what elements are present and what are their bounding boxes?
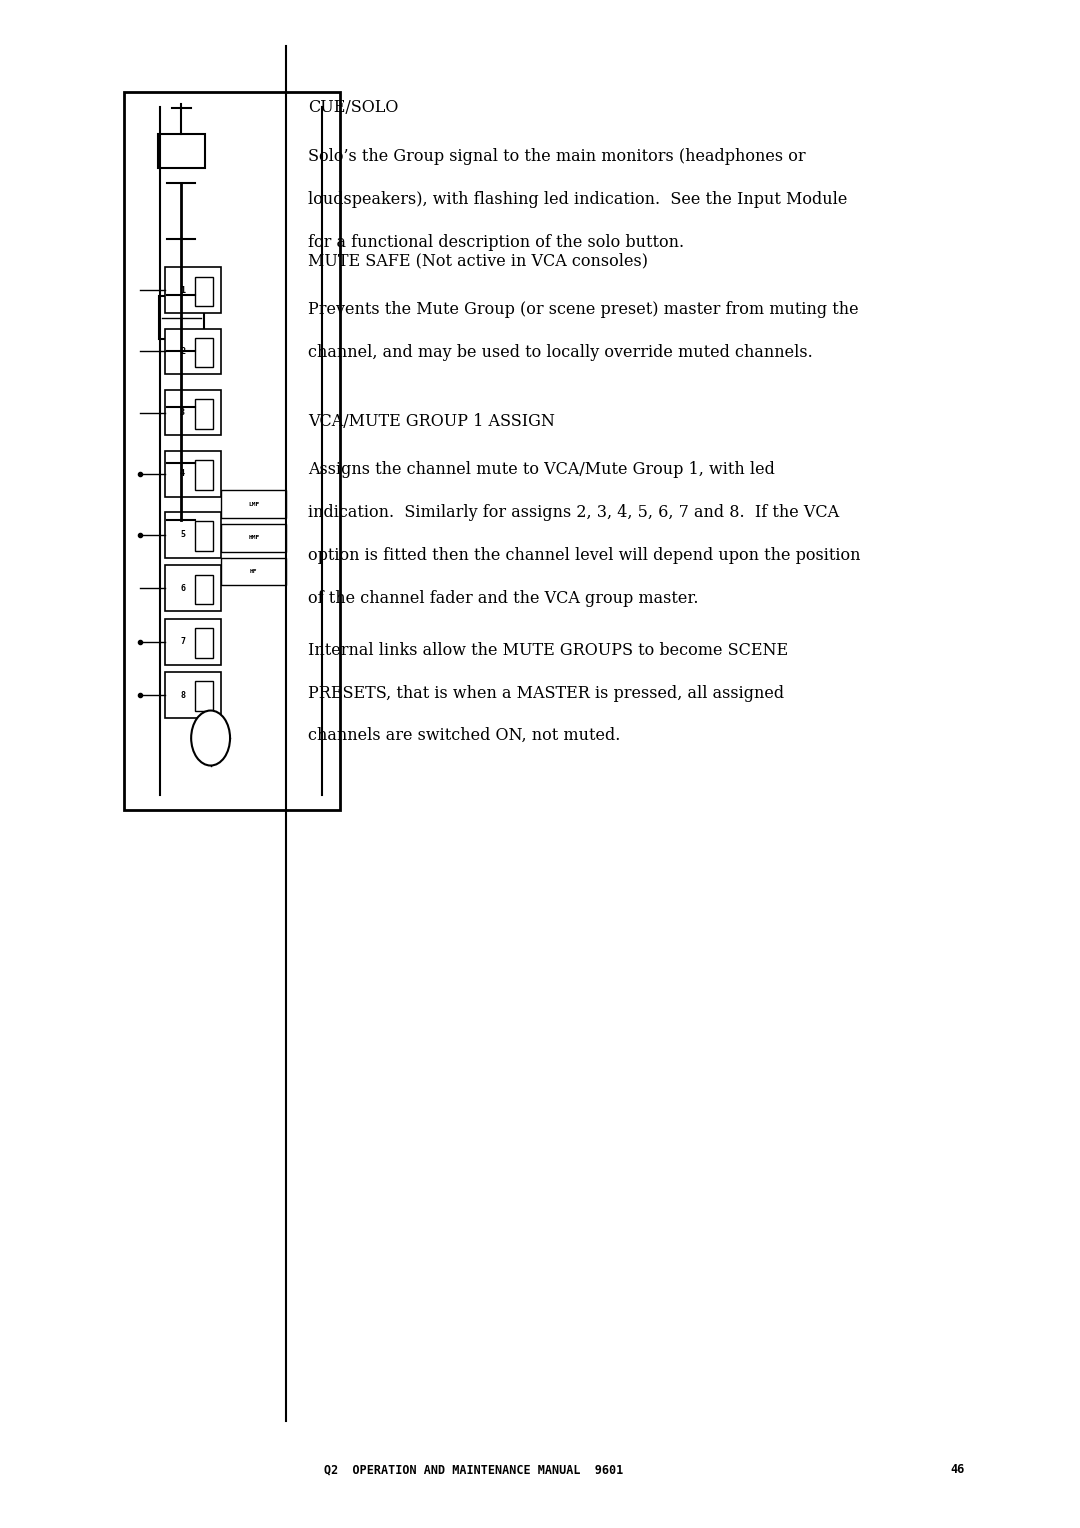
Text: LMF: LMF	[248, 501, 259, 507]
Bar	[158, 134, 205, 168]
Text: 1: 1	[180, 286, 185, 295]
Bar	[195, 681, 213, 712]
Bar	[165, 329, 221, 374]
Bar	[165, 672, 221, 718]
Text: indication.  Similarly for assigns 2, 3, 4, 5, 6, 7 and 8.  If the VCA: indication. Similarly for assigns 2, 3, …	[308, 504, 839, 521]
Text: Internal links allow the MUTE GROUPS to become SCENE: Internal links allow the MUTE GROUPS to …	[308, 642, 788, 659]
Bar	[195, 575, 213, 605]
Text: PRESETS, that is when a MASTER is pressed, all assigned: PRESETS, that is when a MASTER is presse…	[308, 685, 784, 701]
Bar	[195, 521, 213, 552]
Bar	[165, 565, 221, 611]
Text: 7: 7	[180, 637, 185, 646]
Bar	[165, 390, 221, 435]
Text: of the channel fader and the VCA group master.: of the channel fader and the VCA group m…	[308, 590, 699, 607]
Bar	[124, 92, 340, 810]
Text: HF: HF	[251, 568, 257, 575]
Bar	[159, 296, 204, 339]
Bar	[221, 524, 286, 552]
Bar	[195, 277, 213, 307]
Text: VCA/MUTE GROUP 1 ASSIGN: VCA/MUTE GROUP 1 ASSIGN	[308, 413, 555, 429]
Bar	[195, 460, 213, 490]
Bar	[195, 628, 213, 659]
Text: Prevents the Mute Group (or scene preset) master from muting the: Prevents the Mute Group (or scene preset…	[308, 301, 859, 318]
Text: Q2  OPERATION AND MAINTENANCE MANUAL  9601: Q2 OPERATION AND MAINTENANCE MANUAL 9601	[324, 1464, 623, 1476]
Circle shape	[191, 711, 230, 766]
Bar	[165, 451, 221, 497]
Text: 46: 46	[950, 1464, 964, 1476]
Text: 3: 3	[180, 408, 185, 417]
Bar	[165, 619, 221, 665]
Text: 8: 8	[180, 691, 185, 700]
Text: for a functional description of the solo button.: for a functional description of the solo…	[308, 234, 684, 251]
Text: channels are switched ON, not muted.: channels are switched ON, not muted.	[308, 727, 620, 744]
Text: Assigns the channel mute to VCA/Mute Group 1, with led: Assigns the channel mute to VCA/Mute Gro…	[308, 461, 774, 478]
Text: 2: 2	[180, 347, 185, 356]
Bar	[221, 490, 286, 518]
Text: 6: 6	[180, 584, 185, 593]
Bar	[165, 512, 221, 558]
Text: MUTE SAFE (Not active in VCA consoles): MUTE SAFE (Not active in VCA consoles)	[308, 252, 648, 269]
Bar	[195, 338, 213, 368]
Text: 4: 4	[180, 469, 185, 478]
Text: CUE/SOLO: CUE/SOLO	[308, 99, 399, 116]
Bar	[221, 558, 286, 585]
Bar	[165, 267, 221, 313]
Text: loudspeakers), with flashing led indication.  See the Input Module: loudspeakers), with flashing led indicat…	[308, 191, 847, 208]
Bar	[195, 399, 213, 429]
Text: Solo’s the Group signal to the main monitors (headphones or: Solo’s the Group signal to the main moni…	[308, 148, 806, 165]
Text: HMF: HMF	[248, 535, 259, 541]
Text: option is fitted then the channel level will depend upon the position: option is fitted then the channel level …	[308, 547, 861, 564]
Text: 5: 5	[180, 530, 185, 539]
Text: channel, and may be used to locally override muted channels.: channel, and may be used to locally over…	[308, 344, 812, 361]
